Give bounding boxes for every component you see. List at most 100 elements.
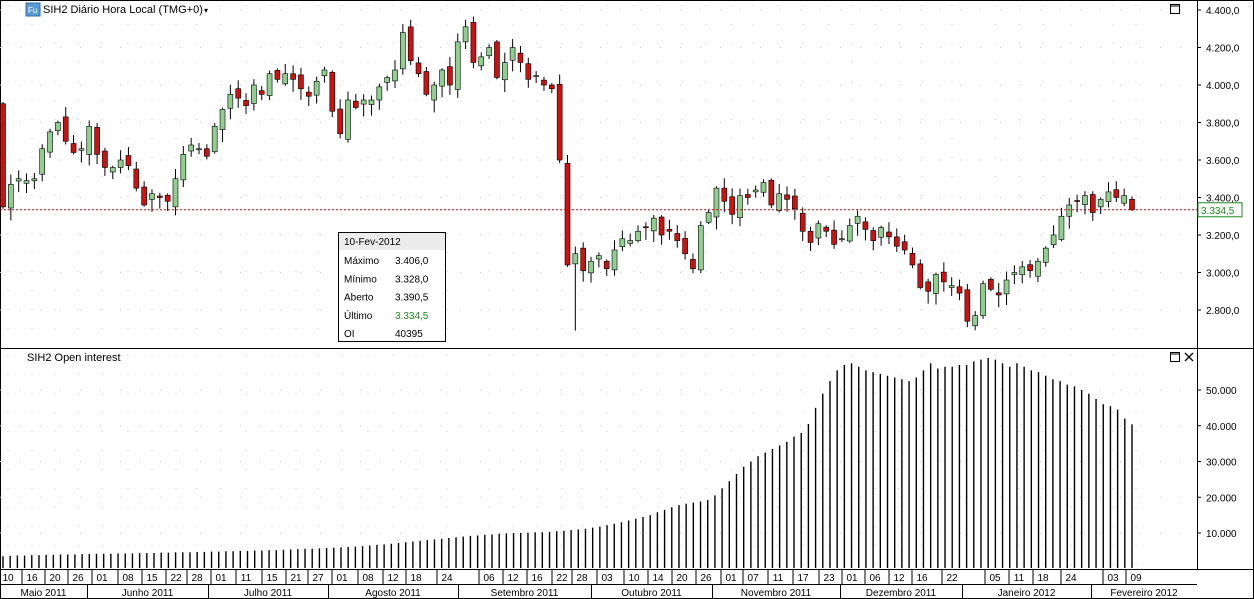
day-label: 12	[387, 573, 399, 584]
day-label: 16	[916, 573, 928, 584]
candle-up	[251, 84, 257, 104]
candle-up	[23, 180, 30, 184]
candle-down	[886, 231, 892, 238]
info-box: 10-Fev-2012 Máximo 3.406,0 Mínimo 3.328,0 Ab…	[338, 232, 446, 342]
candle-down	[164, 194, 171, 202]
day-label: 26	[700, 573, 712, 584]
candle-down	[674, 233, 681, 241]
candle-down	[1027, 264, 1033, 271]
candle-down	[337, 108, 343, 135]
candle-down	[494, 41, 500, 78]
day-label: 16	[531, 573, 543, 584]
candle-down	[125, 155, 132, 166]
month-label: Janeiro 2012	[998, 588, 1056, 599]
candle-down	[102, 150, 108, 168]
candle-up	[15, 178, 22, 182]
candle-down	[964, 289, 971, 322]
day-label: 26	[72, 573, 84, 584]
candle-up	[760, 182, 767, 193]
candle-up	[933, 274, 939, 294]
candle-down	[729, 196, 735, 215]
candle-down	[643, 226, 649, 229]
info-row-label: Mínimo	[344, 274, 377, 285]
candle-down	[1113, 189, 1120, 198]
price-tick-label: 4.400,0	[1206, 6, 1240, 17]
candle-down	[423, 71, 430, 95]
candle-down	[799, 212, 806, 232]
candle-up	[196, 148, 202, 151]
price-tick-label: 3.000,0	[1206, 269, 1240, 280]
month-label: Agosto 2011	[365, 588, 421, 599]
candle-up	[478, 56, 485, 67]
month-label: Setembro 2011	[491, 588, 559, 599]
last-price-label-box	[1197, 202, 1243, 218]
day-label: 06	[483, 573, 495, 584]
day-label: 22	[556, 573, 568, 584]
x-axis: 10 16 20 26 01 08 15 22 28 01 11 15 21 27 01 08 12 18 24 06…	[0, 570, 1178, 599]
upper-maximize-icon[interactable]	[1170, 4, 1180, 14]
day-label: 14	[652, 573, 664, 584]
info-date: 10-Fev-2012	[344, 237, 401, 248]
candle-down	[141, 186, 147, 206]
candle-up	[439, 69, 445, 87]
candle-up	[815, 223, 822, 239]
day-label: 23	[823, 573, 835, 584]
price-axis: 4.400,0 4.200,0 4.000,0 3.800,0 3.600,0 3.400…	[1197, 6, 1240, 317]
candle-up	[533, 75, 539, 77]
candle-up	[588, 260, 594, 274]
candle-up	[78, 148, 85, 151]
candle-up	[1082, 195, 1088, 205]
day-label: 24	[1065, 573, 1077, 584]
candle-down	[447, 66, 453, 86]
candle-down	[353, 100, 359, 108]
candle-down	[470, 22, 477, 63]
candle-down	[258, 90, 265, 95]
candle-down	[682, 238, 688, 255]
candle-up	[117, 159, 124, 168]
candle-down	[298, 74, 304, 90]
candle-up	[1058, 215, 1065, 240]
candle-down	[1129, 198, 1135, 211]
candle-down	[407, 26, 414, 61]
futures-icon[interactable]	[25, 2, 41, 17]
day-label: 03	[1107, 573, 1119, 584]
candle-down	[1089, 194, 1096, 213]
month-label: Dezembro 2011	[866, 588, 937, 599]
candle-up	[454, 41, 461, 90]
price-tick-label: 4.000,0	[1206, 81, 1240, 92]
candle-up	[619, 238, 626, 247]
candle-up	[321, 69, 328, 76]
price-tick-label: 3.600,0	[1206, 156, 1240, 167]
candle-down	[995, 292, 1002, 296]
candle-up	[980, 283, 986, 316]
lower-maximize-icon[interactable]	[1170, 352, 1180, 362]
lower-close-icon[interactable]	[1184, 352, 1194, 362]
day-label: 06	[869, 573, 881, 584]
day-label: 11	[773, 573, 784, 584]
candle-up	[1011, 272, 1018, 275]
candle-down	[94, 127, 100, 155]
day-label: 16	[26, 573, 38, 584]
candle-up	[368, 99, 375, 105]
candle-up	[376, 86, 383, 101]
candle-up	[972, 315, 978, 327]
upper-chart-title[interactable]: SIH2 Diário Hora Local (TMG+0)	[43, 4, 203, 16]
day-label: 20	[49, 573, 61, 584]
title-dropdown-icon[interactable]: ▾	[204, 6, 208, 15]
candle-up	[188, 144, 194, 152]
day-label: 01	[215, 573, 227, 584]
last-price-label: 3.334,5	[1201, 206, 1235, 217]
candle-up	[1105, 191, 1112, 202]
day-label: 08	[362, 573, 374, 584]
candle-up	[86, 125, 93, 155]
candle-up	[1121, 195, 1127, 204]
candle-up	[572, 253, 579, 265]
candle-down	[941, 271, 947, 283]
price-tick-label: 3.200,0	[1206, 231, 1240, 242]
candle-up	[149, 193, 155, 200]
candle-down	[862, 221, 869, 230]
day-label: 18	[410, 573, 422, 584]
info-row-label: Máximo	[344, 256, 379, 267]
price-tick-label: 4.200,0	[1206, 44, 1240, 55]
